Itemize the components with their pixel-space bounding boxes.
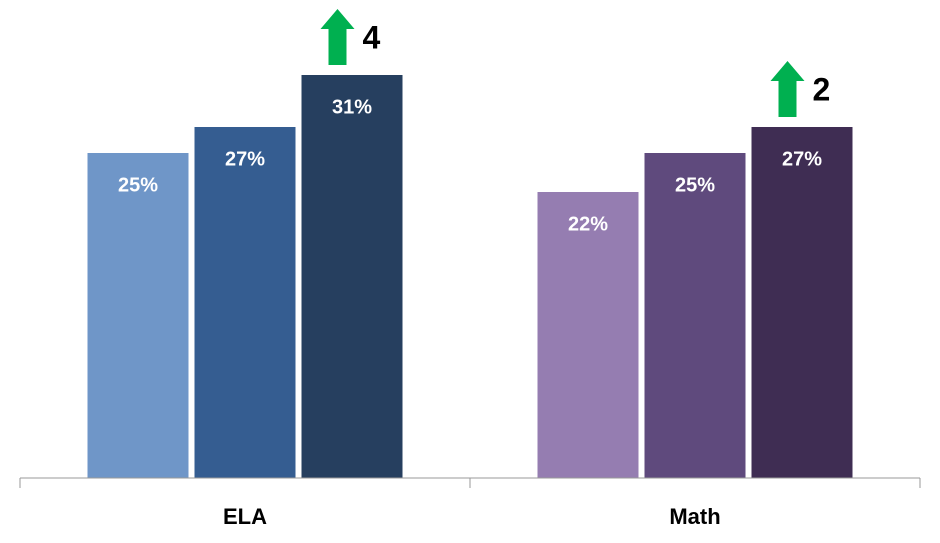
value-label: 25%	[118, 174, 158, 196]
value-label: 31%	[332, 96, 372, 118]
bar	[751, 127, 853, 478]
bar	[301, 75, 403, 478]
change-label: 4	[363, 19, 381, 55]
value-label: 27%	[225, 148, 265, 170]
bar	[87, 153, 189, 478]
bar	[537, 192, 639, 478]
category-label: ELA	[223, 504, 267, 529]
up-arrow	[320, 9, 355, 65]
bar	[194, 127, 296, 478]
change-label: 2	[813, 71, 831, 107]
value-label: 25%	[675, 174, 715, 196]
value-label: 27%	[782, 148, 822, 170]
category-label: Math	[669, 504, 720, 529]
value-label: 22%	[568, 213, 608, 235]
bar	[644, 153, 746, 478]
up-arrow	[770, 61, 805, 117]
